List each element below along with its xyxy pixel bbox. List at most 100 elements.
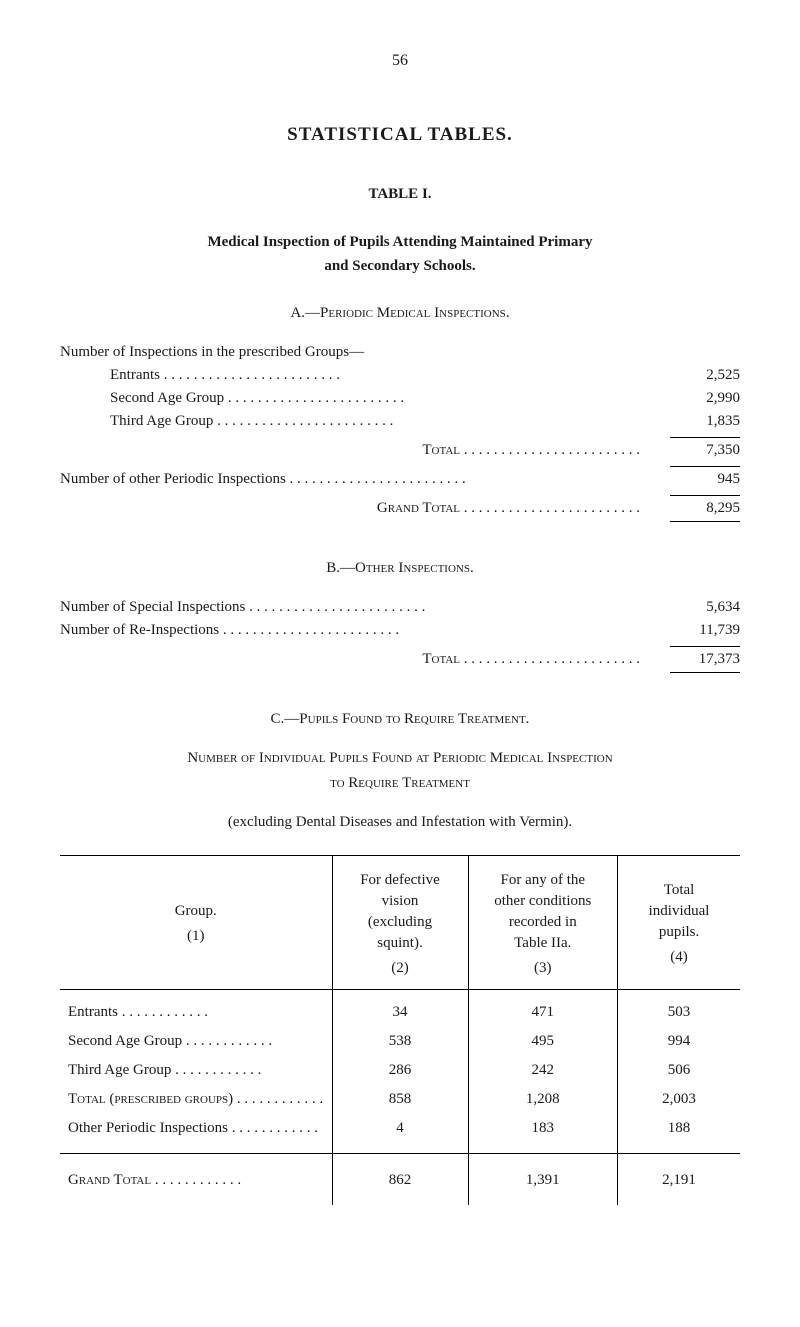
line-re-inspections-label: Number of Re-Inspections (60, 620, 670, 641)
section-c-sub2: to Require Treatment (60, 773, 740, 794)
col-group-num: (1) (68, 926, 324, 947)
line-b-total-label: Total (60, 649, 670, 670)
line-re-inspections-value: 11,739 (670, 620, 740, 641)
line-b-total: Total 17,373 (60, 643, 740, 679)
table-header-row: Group. (1) For defective vision (excludi… (60, 855, 740, 989)
line-other-periodic-label: Number of other Periodic Inspections (60, 469, 670, 490)
col-group-header: Group. (1) (60, 855, 332, 989)
line-b-total-value: 17,373 (670, 646, 740, 673)
line-special-inspections-value: 5,634 (670, 597, 740, 618)
line-total-label: Total (60, 440, 670, 461)
table-grand-total-row: Grand Total 862 1,391 2,191 (60, 1153, 740, 1205)
grand-total-c4: 2,191 (618, 1153, 740, 1205)
line-entrants: Entrants 2,525 (60, 365, 740, 386)
main-title: STATISTICAL TABLES. (60, 122, 740, 149)
row-third-label: Third Age Group (60, 1056, 332, 1085)
line-total-value: 7,350 (670, 437, 740, 461)
row-second-c2: 538 (332, 1027, 468, 1056)
table-row: Entrants 34 471 503 (60, 989, 740, 1027)
row-other-periodic-c3: 183 (468, 1114, 618, 1154)
col-4-header: Total individual pupils. (4) (618, 855, 740, 989)
row-other-periodic-label: Other Periodic Inspections (60, 1114, 332, 1154)
col-2-l1: For defective (360, 872, 440, 888)
col-3-l1: For any of the (501, 872, 586, 888)
grand-total-c2: 862 (332, 1153, 468, 1205)
section-b-heading: B.—Other Inspections. (60, 558, 740, 579)
table-row: Second Age Group 538 495 994 (60, 1027, 740, 1056)
page-number: 56 (60, 50, 740, 72)
row-third-c2: 286 (332, 1056, 468, 1085)
section-c-heading: C.—Pupils Found to Require Treatment. (60, 709, 740, 730)
line-other-periodic-value: 945 (670, 466, 740, 490)
table-body: Entrants 34 471 503 Second Age Group 538… (60, 989, 740, 1153)
subtitle: Medical Inspection of Pupils Attending M… (60, 230, 740, 278)
line-total: Total 7,350 (60, 434, 740, 461)
col-3-l4: Table IIa. (514, 935, 571, 951)
line-third-age-label: Third Age Group (60, 411, 670, 432)
line-grand-total-label: Grand Total (60, 498, 670, 519)
col-3-l2: other conditions (494, 893, 591, 909)
row-third-c3: 242 (468, 1056, 618, 1085)
col-3-num: (3) (477, 958, 610, 979)
row-total-prescribed-c3: 1,208 (468, 1085, 618, 1114)
row-other-periodic-c4: 188 (618, 1114, 740, 1154)
row-total-prescribed-c4: 2,003 (618, 1085, 740, 1114)
row-entrants-c3: 471 (468, 989, 618, 1027)
line-grand-total: Grand Total 8,295 (60, 492, 740, 528)
table-row: Total (prescribed groups) 858 1,208 2,00… (60, 1085, 740, 1114)
line-entrants-value: 2,525 (670, 365, 740, 386)
section-c-sub1: Number of Individual Pupils Found at Per… (60, 748, 740, 769)
section-c-note: (excluding Dental Diseases and Infestati… (60, 812, 740, 833)
row-total-prescribed-c2: 858 (332, 1085, 468, 1114)
line-second-age: Second Age Group 2,990 (60, 388, 740, 409)
line-second-age-label: Second Age Group (60, 388, 670, 409)
line-second-age-value: 2,990 (670, 388, 740, 409)
col-3-l3: recorded in (509, 914, 577, 930)
grand-total-c3: 1,391 (468, 1153, 618, 1205)
line-other-periodic: Number of other Periodic Inspections 945 (60, 463, 740, 490)
line-entrants-label: Entrants (60, 365, 670, 386)
line-special-inspections-label: Number of Special Inspections (60, 597, 670, 618)
table-total-body: Grand Total 862 1,391 2,191 (60, 1153, 740, 1205)
subtitle-line-1: Medical Inspection of Pupils Attending M… (207, 234, 592, 250)
col-4-l3: pupils. (659, 924, 699, 940)
line-re-inspections: Number of Re-Inspections 11,739 (60, 620, 740, 641)
col-2-header: For defective vision (excluding squint).… (332, 855, 468, 989)
table-title: TABLE I. (60, 184, 740, 205)
col-2-l2: vision (382, 893, 419, 909)
section-b-block: Number of Special Inspections 5,634 Numb… (60, 597, 740, 679)
section-a-heading-text: A.—Periodic Medical Inspections. (290, 305, 509, 321)
line-third-age: Third Age Group 1,835 (60, 411, 740, 432)
row-entrants-c4: 503 (618, 989, 740, 1027)
col-2-l3: (excluding (368, 914, 432, 930)
line-grand-total-value: 8,295 (670, 495, 740, 522)
line-third-age-value: 1,835 (670, 411, 740, 432)
section-a-block: Number of Inspections in the prescribed … (60, 342, 740, 528)
col-4-l2: individual (649, 903, 710, 919)
row-second-c3: 495 (468, 1027, 618, 1056)
subtitle-line-2: and Secondary Schools. (324, 258, 475, 274)
col-4-l1: Total (664, 882, 695, 898)
row-third-c4: 506 (618, 1056, 740, 1085)
col-3-header: For any of the other conditions recorded… (468, 855, 618, 989)
col-2-num: (2) (341, 958, 460, 979)
table-row: Other Periodic Inspections 4 183 188 (60, 1114, 740, 1154)
row Second-c4: 994 (618, 1027, 740, 1056)
table-row: Third Age Group 286 242 506 (60, 1056, 740, 1085)
row-entrants-c2: 34 (332, 989, 468, 1027)
section-a-intro: Number of Inspections in the prescribed … (60, 342, 740, 363)
col-2-l4: squint). (377, 935, 422, 951)
pupils-table: Group. (1) For defective vision (excludi… (60, 855, 740, 1205)
col-group-label: Group. (175, 903, 217, 919)
section-a-heading: A.—Periodic Medical Inspections. (60, 303, 740, 324)
col-4-num: (4) (626, 947, 732, 968)
row-entrants-label: Entrants (60, 989, 332, 1027)
row-second-label: Second Age Group (60, 1027, 332, 1056)
section-a-intro-text: Number of Inspections in the prescribed … (60, 342, 670, 363)
section-b-heading-text: B.—Other Inspections. (326, 560, 473, 576)
line-special-inspections: Number of Special Inspections 5,634 (60, 597, 740, 618)
row-other-periodic-c2: 4 (332, 1114, 468, 1154)
grand-total-text: Grand Total (68, 1172, 151, 1188)
row-total-prescribed-label: Total (prescribed groups) (60, 1085, 332, 1114)
grand-total-label: Grand Total (60, 1153, 332, 1205)
